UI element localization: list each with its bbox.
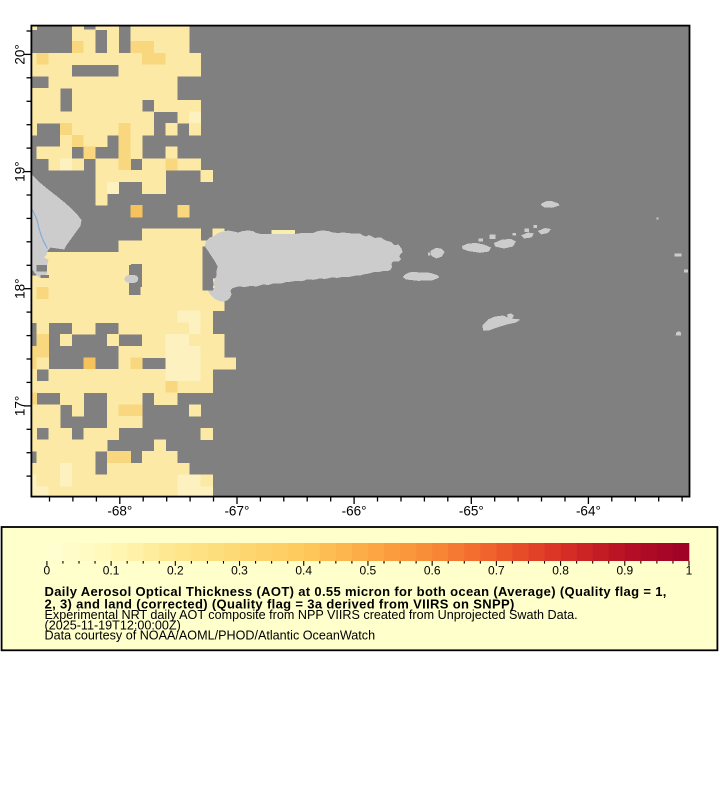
- svg-text:-68°: -68°: [107, 504, 132, 519]
- svg-text:0.2: 0.2: [167, 563, 184, 577]
- svg-text:-67°: -67°: [224, 504, 249, 519]
- svg-text:0.7: 0.7: [488, 563, 505, 577]
- svg-text:0: 0: [44, 563, 51, 577]
- svg-text:0.9: 0.9: [616, 563, 633, 577]
- svg-text:1: 1: [686, 563, 693, 577]
- svg-text:Daily Aerosol Optical Thicknes: Daily Aerosol Optical Thickness (AOT) at…: [45, 584, 667, 599]
- svg-text:-65°: -65°: [459, 504, 484, 519]
- svg-text:Experimental NRT daily AOT com: Experimental NRT daily AOT composite fro…: [45, 608, 578, 622]
- svg-text:-64°: -64°: [576, 504, 601, 519]
- svg-text:0.4: 0.4: [295, 563, 312, 577]
- svg-text:Data courtesy of NOAA/AOML/PHO: Data courtesy of NOAA/AOML/PHOD/Atlantic…: [45, 628, 376, 642]
- svg-text:20°: 20°: [13, 44, 28, 64]
- svg-text:17°: 17°: [13, 396, 28, 416]
- svg-text:0.5: 0.5: [360, 563, 377, 577]
- svg-text:19°: 19°: [13, 161, 28, 181]
- svg-text:(2025-11-19T12:00:00Z): (2025-11-19T12:00:00Z): [45, 618, 181, 632]
- svg-text:2, 3) and land (corrected) (Qu: 2, 3) and land (corrected) (Quality flag…: [45, 596, 515, 611]
- svg-text:0.3: 0.3: [231, 563, 248, 577]
- svg-text:-66°: -66°: [342, 504, 367, 519]
- svg-text:0.8: 0.8: [552, 563, 569, 577]
- svg-text:0.1: 0.1: [103, 563, 120, 577]
- svg-text:18°: 18°: [13, 278, 28, 298]
- svg-text:0.6: 0.6: [424, 563, 441, 577]
